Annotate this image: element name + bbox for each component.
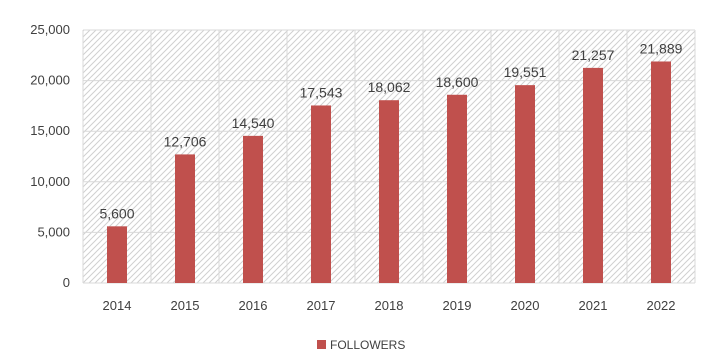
y-tick-label: 5,000 — [37, 224, 70, 239]
data-labels: 5,600 12,706 14,540 17,543 18,062 18,600 19,55… — [99, 40, 682, 221]
data-label-2017: 17,543 — [300, 84, 343, 100]
x-tick-label: 2019 — [443, 298, 472, 313]
bar-2017 — [311, 105, 331, 283]
legend-label: FOLLOWERS — [330, 338, 405, 352]
bar-2015 — [175, 154, 195, 283]
y-tick-label: 20,000 — [30, 73, 70, 88]
bars — [107, 61, 671, 284]
bar-2019 — [447, 94, 467, 283]
bar-2021 — [583, 67, 603, 284]
data-label-2020: 19,551 — [504, 64, 547, 80]
data-label-2016: 14,540 — [232, 115, 275, 131]
data-label-2018: 18,062 — [368, 79, 411, 95]
data-label-2015: 12,706 — [164, 133, 207, 149]
data-label-2019: 18,600 — [436, 74, 479, 90]
x-tick-label: 2022 — [647, 298, 676, 313]
y-tick-label: 25,000 — [30, 22, 70, 37]
y-axis-tick-labels: 0 5,000 10,000 15,000 20,000 25,000 — [30, 22, 70, 290]
legend: FOLLOWERS — [317, 338, 405, 352]
x-axis-tick-labels: 2014 2015 2016 2017 2018 2019 2020 2021 2022 — [103, 298, 676, 313]
bar-2018 — [379, 100, 399, 284]
legend-swatch — [317, 340, 326, 349]
bar-2022 — [651, 61, 671, 283]
data-label-2021: 21,257 — [572, 47, 615, 63]
x-tick-label: 2015 — [171, 298, 200, 313]
x-tick-label: 2014 — [103, 298, 132, 313]
bar-2014 — [107, 226, 127, 283]
data-label-2022: 21,889 — [640, 40, 683, 56]
bar-2016 — [243, 135, 263, 283]
y-tick-label: 10,000 — [30, 174, 70, 189]
y-tick-label: 0 — [63, 275, 70, 290]
y-tick-label: 15,000 — [30, 123, 70, 138]
x-tick-label: 2017 — [307, 298, 336, 313]
x-tick-label: 2016 — [239, 298, 268, 313]
x-tick-label: 2020 — [511, 298, 540, 313]
x-tick-label: 2021 — [579, 298, 608, 313]
data-label-2014: 5,600 — [99, 205, 134, 221]
bar-2020 — [515, 85, 535, 283]
x-tick-label: 2018 — [375, 298, 404, 313]
